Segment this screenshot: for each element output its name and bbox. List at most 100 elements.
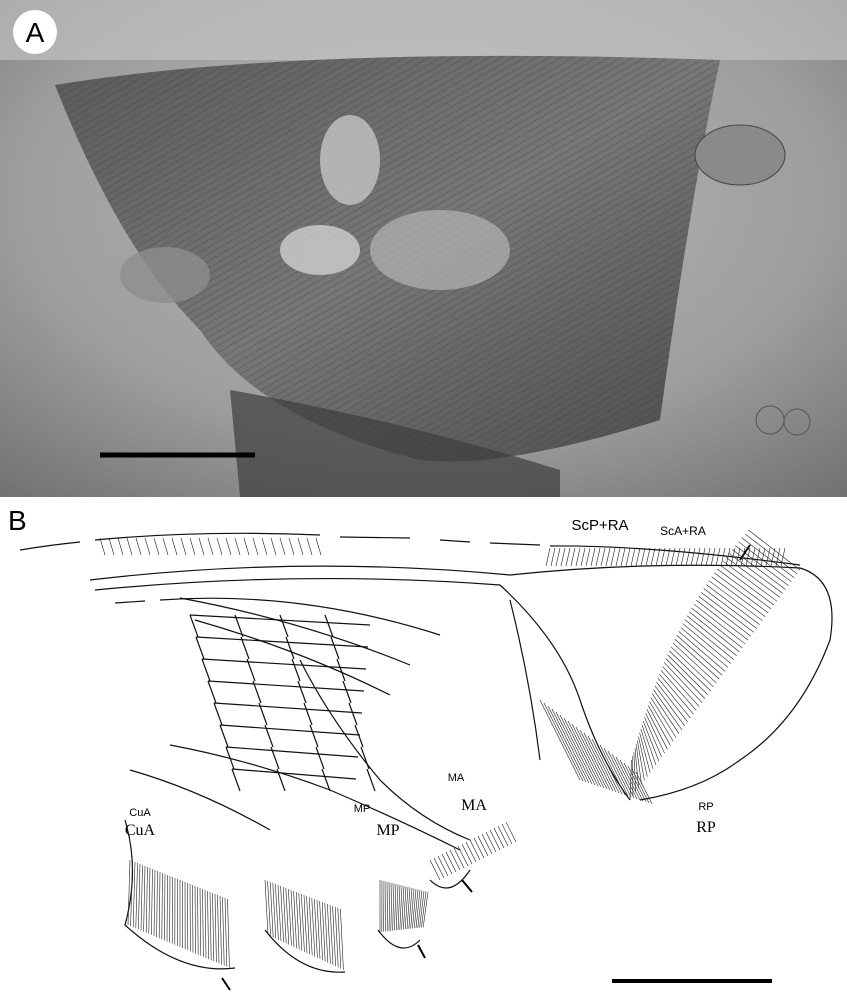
vein [208, 681, 364, 691]
vein [307, 538, 312, 555]
figure: A B ScP+RA ScA+RA RP RP MA MA MP MP CuA … [0, 0, 847, 1007]
vein [596, 742, 622, 794]
vein [149, 868, 150, 934]
vein-label: CuA [129, 807, 151, 819]
vein [641, 548, 645, 566]
vein [337, 659, 345, 681]
vein [333, 906, 336, 966]
vein-label: MA [461, 797, 487, 814]
vein [546, 548, 550, 566]
vein [692, 608, 743, 648]
vein [164, 874, 165, 940]
vein [566, 548, 570, 566]
vein [720, 565, 774, 605]
vein [466, 842, 476, 862]
vein [446, 852, 456, 872]
vein [666, 659, 705, 699]
vein [716, 548, 720, 566]
vein [564, 718, 598, 786]
vein [181, 538, 186, 555]
vein [669, 651, 710, 691]
vein [278, 885, 281, 941]
vein [172, 538, 177, 555]
vein [709, 581, 763, 621]
vein [636, 548, 640, 566]
vein [343, 681, 351, 703]
vein [223, 897, 225, 966]
vein [689, 612, 739, 652]
vein [677, 635, 722, 675]
vein [626, 548, 630, 566]
vein [776, 548, 780, 566]
vein [462, 844, 472, 864]
vein [144, 866, 145, 932]
vein [651, 548, 655, 566]
vein [196, 637, 204, 659]
vein [289, 538, 294, 555]
vein [118, 538, 123, 555]
panel-label: B [8, 505, 27, 536]
vein [712, 577, 766, 617]
vein [681, 627, 728, 667]
vein [299, 893, 302, 951]
vein [133, 862, 135, 927]
vein [331, 637, 339, 659]
vein [196, 637, 368, 647]
vein [281, 886, 284, 942]
vein [298, 681, 306, 703]
vein [162, 873, 163, 939]
vein-label: RP [698, 801, 713, 813]
vein [138, 864, 140, 929]
vein [644, 717, 661, 757]
vein [696, 548, 700, 566]
vein [220, 896, 222, 965]
vein [621, 548, 625, 566]
vein [214, 703, 362, 713]
vein [273, 883, 276, 939]
vein-label: ScA+RA [660, 524, 706, 538]
vein [679, 631, 725, 671]
vein [414, 890, 418, 929]
vein [394, 884, 396, 930]
vein [556, 548, 560, 566]
vein [304, 895, 307, 953]
vein [721, 548, 725, 566]
vein [127, 538, 132, 555]
vein [486, 832, 496, 852]
vein [398, 885, 400, 930]
vein [268, 881, 271, 936]
vein [317, 900, 320, 959]
vein [641, 729, 653, 769]
vein [592, 739, 619, 793]
vein [265, 880, 268, 935]
vein [262, 538, 267, 555]
vein [141, 865, 143, 931]
vein [288, 889, 291, 946]
vein [309, 897, 312, 955]
vein [646, 548, 650, 566]
photo-panel [0, 0, 847, 497]
vein [283, 887, 286, 943]
vein [742, 538, 795, 578]
vein [157, 871, 158, 937]
vein [664, 663, 702, 703]
vein [307, 896, 310, 954]
vein [109, 538, 114, 555]
vein [314, 899, 317, 958]
vein [685, 620, 734, 660]
vein [606, 548, 610, 566]
vein [631, 548, 635, 566]
vein [714, 573, 768, 613]
vein [193, 885, 194, 953]
vein [325, 903, 328, 963]
vein [561, 548, 565, 566]
vein [320, 901, 323, 960]
vein [738, 542, 791, 582]
vein [450, 850, 460, 870]
vein [723, 561, 777, 601]
vein [661, 670, 696, 710]
vein [316, 538, 321, 555]
vein [706, 585, 759, 625]
vein [671, 647, 713, 687]
vein-label: MP [354, 803, 371, 815]
